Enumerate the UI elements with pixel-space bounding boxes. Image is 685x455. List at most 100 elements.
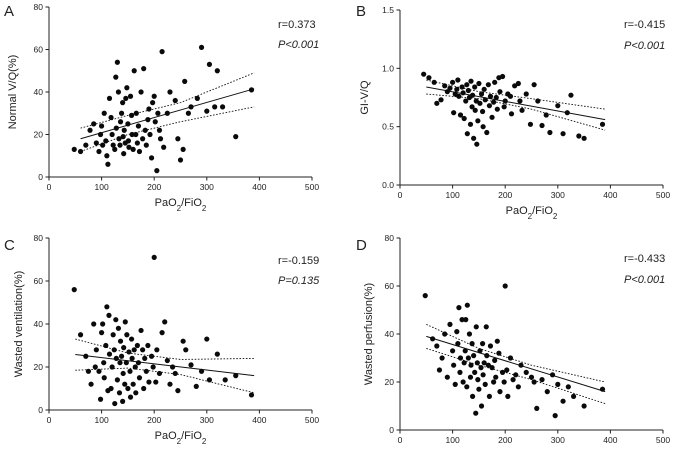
data-point [146, 106, 152, 112]
data-point [472, 369, 478, 375]
data-point [101, 110, 107, 116]
data-point [96, 148, 102, 155]
data-point [248, 392, 255, 398]
data-point [434, 100, 440, 106]
data-point [206, 61, 213, 67]
data-point [113, 74, 119, 80]
data-point [130, 146, 136, 152]
data-point [480, 372, 486, 378]
x-tick-label: 300 [551, 190, 565, 200]
data-point [125, 121, 131, 127]
data-point [599, 121, 606, 127]
data-point [479, 108, 486, 115]
data-point [100, 321, 106, 327]
x-tick-label: 300 [200, 182, 214, 192]
panel-letter: B [356, 3, 366, 20]
x-axis-title: PaO2/FiO2 [155, 430, 207, 446]
data-point [106, 95, 113, 101]
data-point [126, 349, 132, 355]
data-point [132, 364, 138, 370]
data-point [456, 305, 462, 311]
data-point [112, 400, 118, 407]
data-point [464, 302, 470, 308]
data-point [116, 390, 123, 396]
data-point [151, 254, 157, 260]
data-point [108, 385, 114, 392]
data-point [150, 100, 156, 106]
data-point [482, 381, 488, 387]
y-axis-title: Normal V/Q(%) [7, 55, 19, 130]
data-point [568, 92, 574, 98]
data-point [560, 398, 566, 404]
data-point [198, 368, 205, 374]
data-point [421, 71, 427, 77]
x-tick-label: 300 [200, 415, 214, 425]
data-point [167, 381, 173, 387]
data-point [469, 92, 476, 98]
data-point [212, 104, 218, 110]
data-point [77, 148, 84, 155]
data-point [141, 385, 147, 392]
x-axis-title: PaO2/FiO2 [506, 205, 558, 221]
data-point [180, 338, 186, 344]
data-point [133, 131, 139, 138]
data-point [477, 348, 483, 354]
x-tick-label: 0 [398, 190, 403, 200]
data-point [565, 384, 571, 390]
data-point [465, 355, 471, 361]
data-point [464, 384, 470, 390]
data-point [555, 381, 561, 387]
data-point [127, 394, 134, 400]
x-tick-label: 400 [603, 435, 617, 445]
data-point [219, 104, 226, 110]
data-point [129, 131, 135, 138]
data-point [493, 374, 499, 380]
data-point [436, 367, 443, 373]
x-tick-label: 0 [398, 435, 403, 445]
data-point [480, 124, 486, 130]
data-point [481, 360, 487, 366]
data-point [142, 127, 148, 133]
stat-p: P<0.001 [624, 40, 665, 52]
data-point [117, 338, 124, 344]
data-point [454, 86, 460, 92]
data-point [154, 347, 160, 353]
data-point [473, 324, 479, 330]
data-point [457, 112, 464, 118]
data-point [141, 66, 147, 72]
data-point [145, 342, 151, 349]
ci-upper-line [426, 323, 606, 383]
data-point [185, 110, 191, 116]
stat-r: r=-0.159 [278, 255, 319, 267]
data-point [104, 304, 110, 310]
data-point [118, 110, 125, 116]
x-tick-label: 0 [47, 182, 52, 192]
data-point [422, 293, 428, 299]
panel-letter: A [4, 3, 14, 20]
data-point [442, 331, 448, 337]
data-point [125, 385, 131, 392]
data-point [455, 77, 461, 83]
data-point [464, 82, 470, 88]
data-point [83, 142, 89, 148]
data-point [486, 103, 493, 109]
data-point [124, 85, 130, 91]
data-point [129, 355, 135, 361]
data-point [154, 168, 160, 174]
x-tick-label: 400 [252, 182, 266, 192]
data-point [103, 138, 109, 144]
x-tick-label: 500 [305, 415, 319, 425]
data-point [147, 131, 153, 138]
data-point [499, 369, 506, 375]
data-point [494, 338, 500, 344]
ci-upper-line [80, 72, 255, 129]
data-point [77, 332, 84, 338]
data-point [135, 360, 142, 366]
ci-upper-line [75, 338, 255, 360]
x-tick-label: 500 [305, 182, 319, 192]
data-point [486, 393, 493, 399]
x-tick-label: 200 [498, 190, 512, 200]
data-point [104, 153, 110, 159]
y-tick-label: 40 [34, 319, 44, 329]
data-point [485, 82, 491, 88]
